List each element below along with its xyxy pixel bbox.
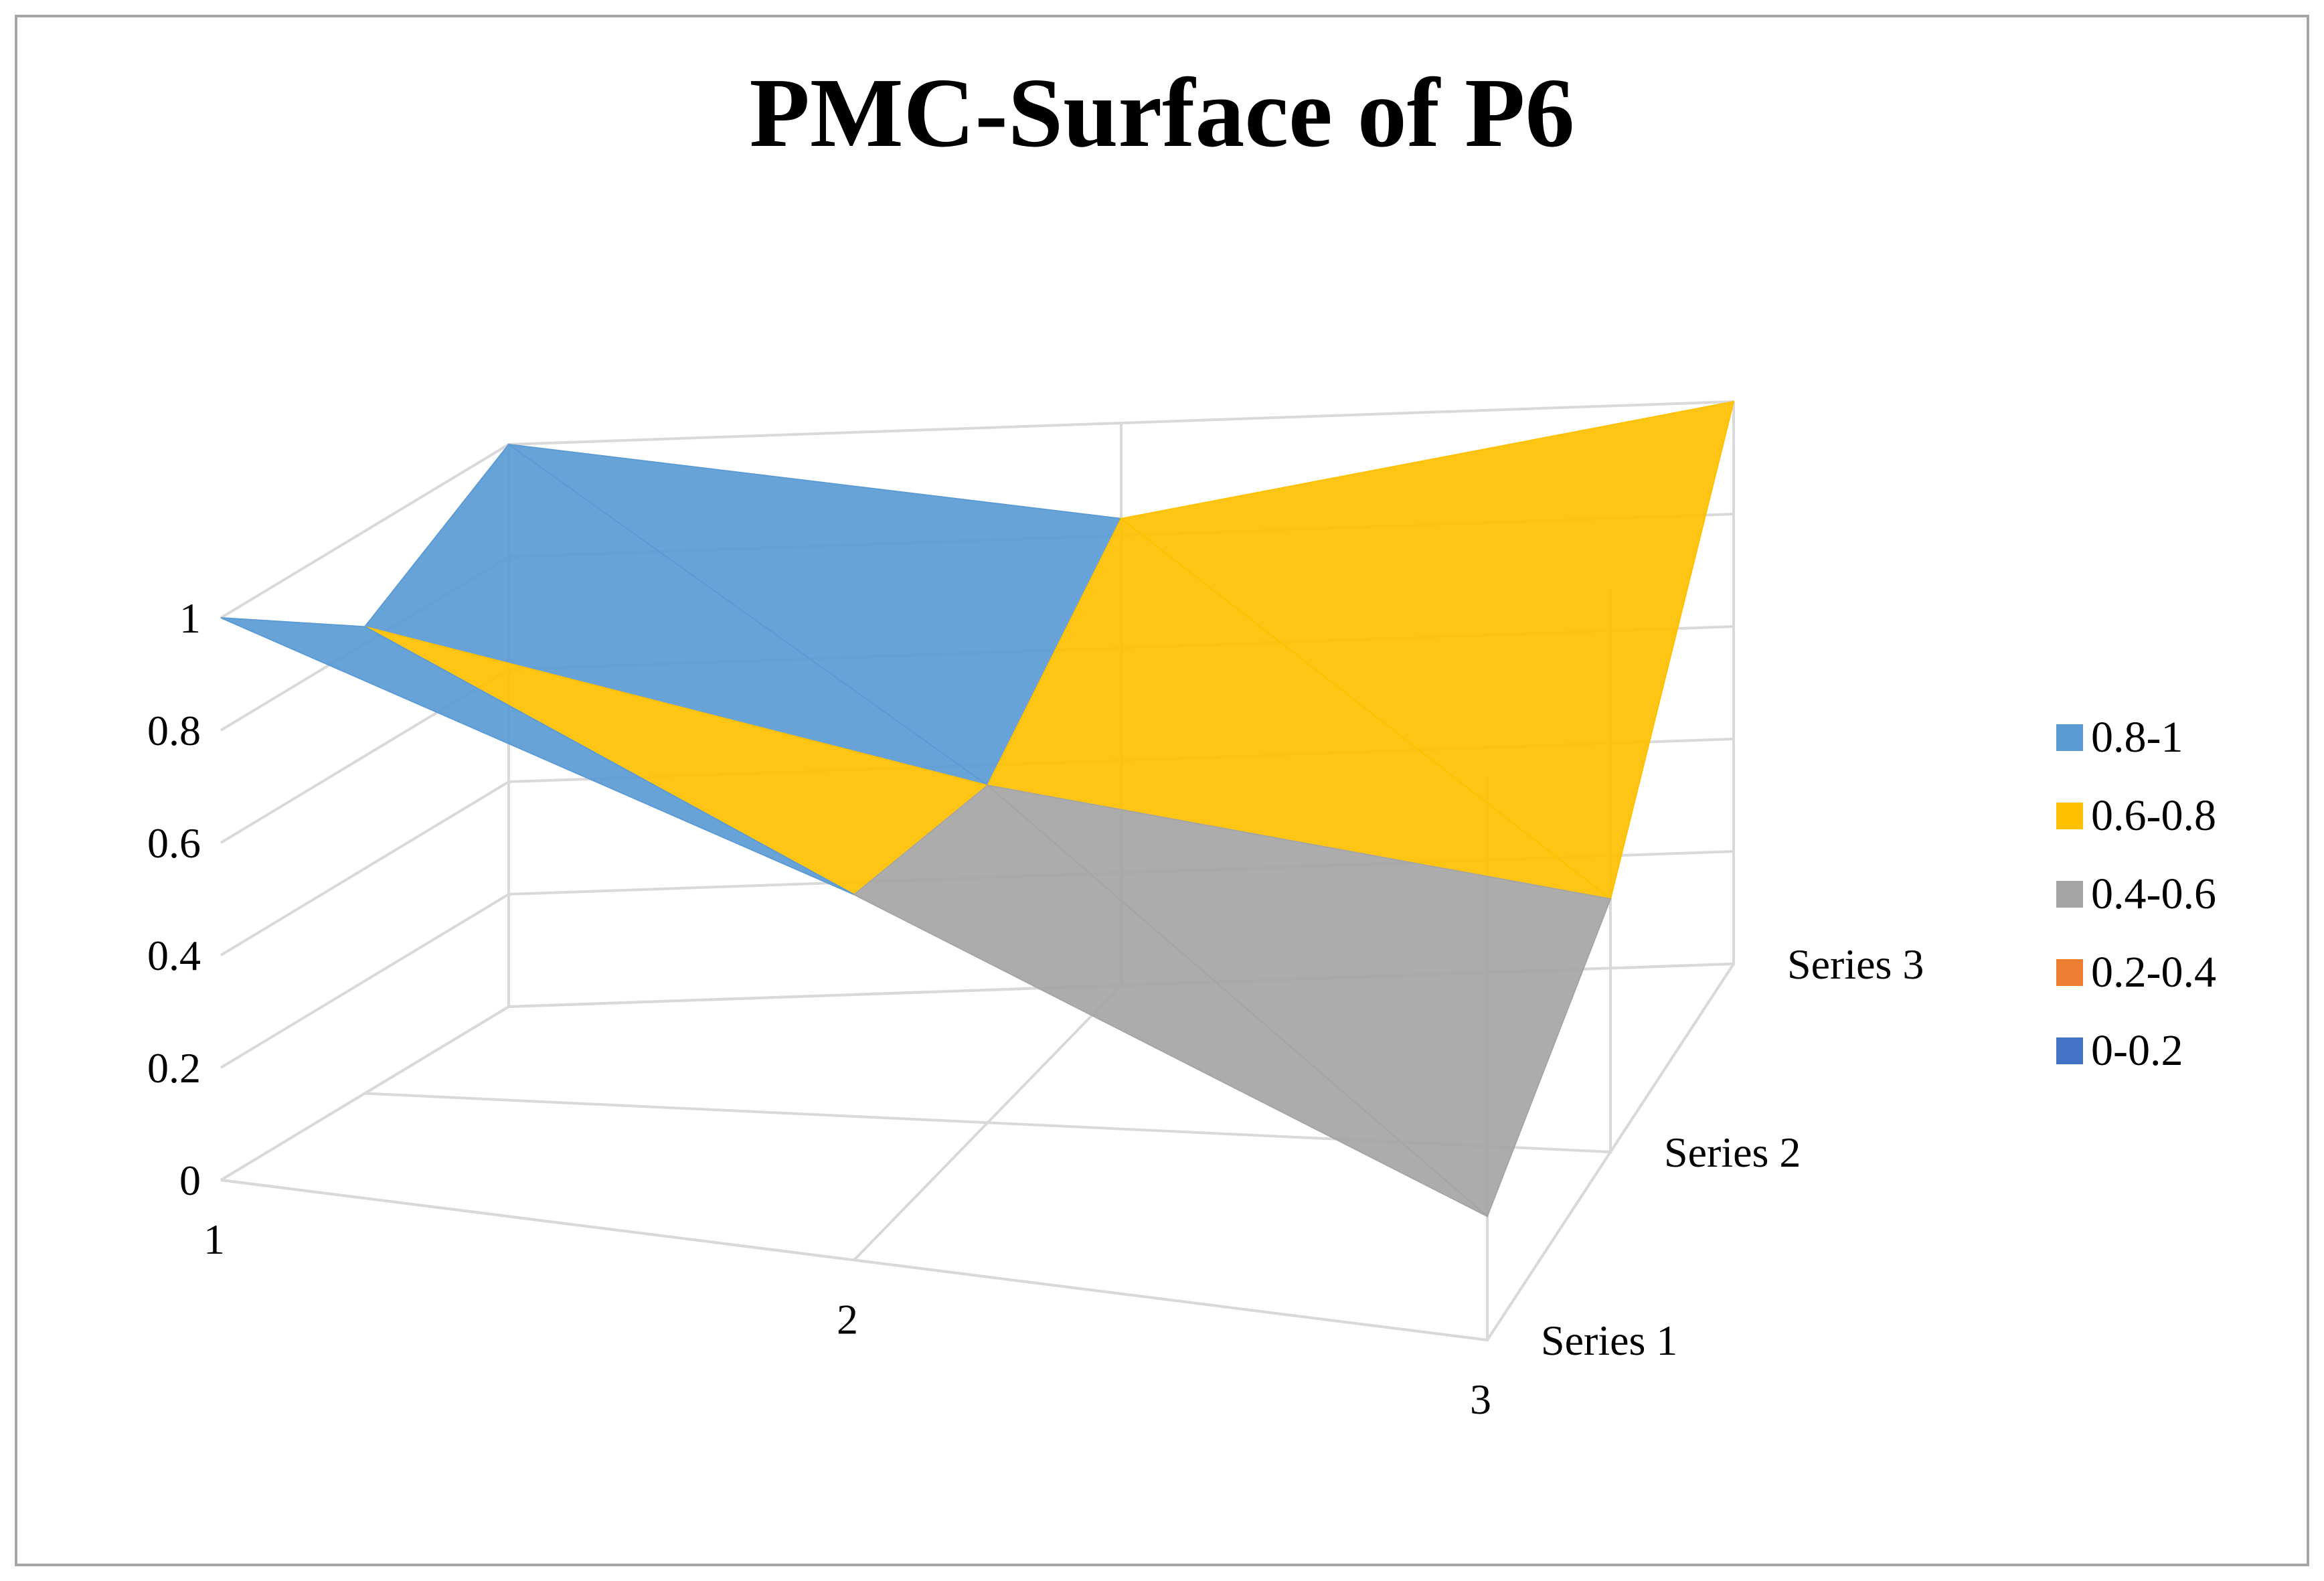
floor-edge [220,1179,1488,1341]
series-tick-label: Series 1 [1541,1317,1677,1364]
z-tick-label: 1 [179,594,201,642]
series-tick-label: Series 3 [1787,940,1924,988]
category-tick-label: 3 [1470,1376,1491,1423]
legend-label: 0.6-0.8 [2091,791,2216,840]
legend-label: 0.2-0.4 [2091,948,2216,997]
axis-labels: 0 0.2 0.4 0.6 0.8 1 1 2 3 Series 1 Series 2 Series … [147,594,1924,1423]
surface-patch [853,784,1488,1218]
z-tick-label: 0.2 [147,1044,201,1092]
floor-edge [1486,963,1735,1341]
legend-swatch [2056,881,2083,908]
category-tick-label: 1 [203,1216,225,1263]
z-tick-label: 0 [179,1157,201,1204]
legend-label: 0.4-0.6 [2091,869,2216,918]
z-tick-label: 0.8 [147,707,201,754]
series-tick-label: Series 2 [1664,1129,1801,1176]
z-tick-label: 0.4 [147,932,201,979]
legend-swatch [2056,1037,2083,1064]
category-tick-label: 2 [837,1296,858,1343]
surface-patch [220,617,855,896]
legend-label: 0.8-1 [2091,713,2183,762]
z-tick-label: 0.6 [147,819,201,867]
legend-label: 0-0.2 [2091,1026,2183,1075]
chart-title: PMC-Surface of P6 [749,58,1575,168]
surface-plot [220,400,1735,1218]
legend-swatch [2056,724,2083,751]
legend-swatch [2056,803,2083,829]
legend-swatch [2056,959,2083,986]
